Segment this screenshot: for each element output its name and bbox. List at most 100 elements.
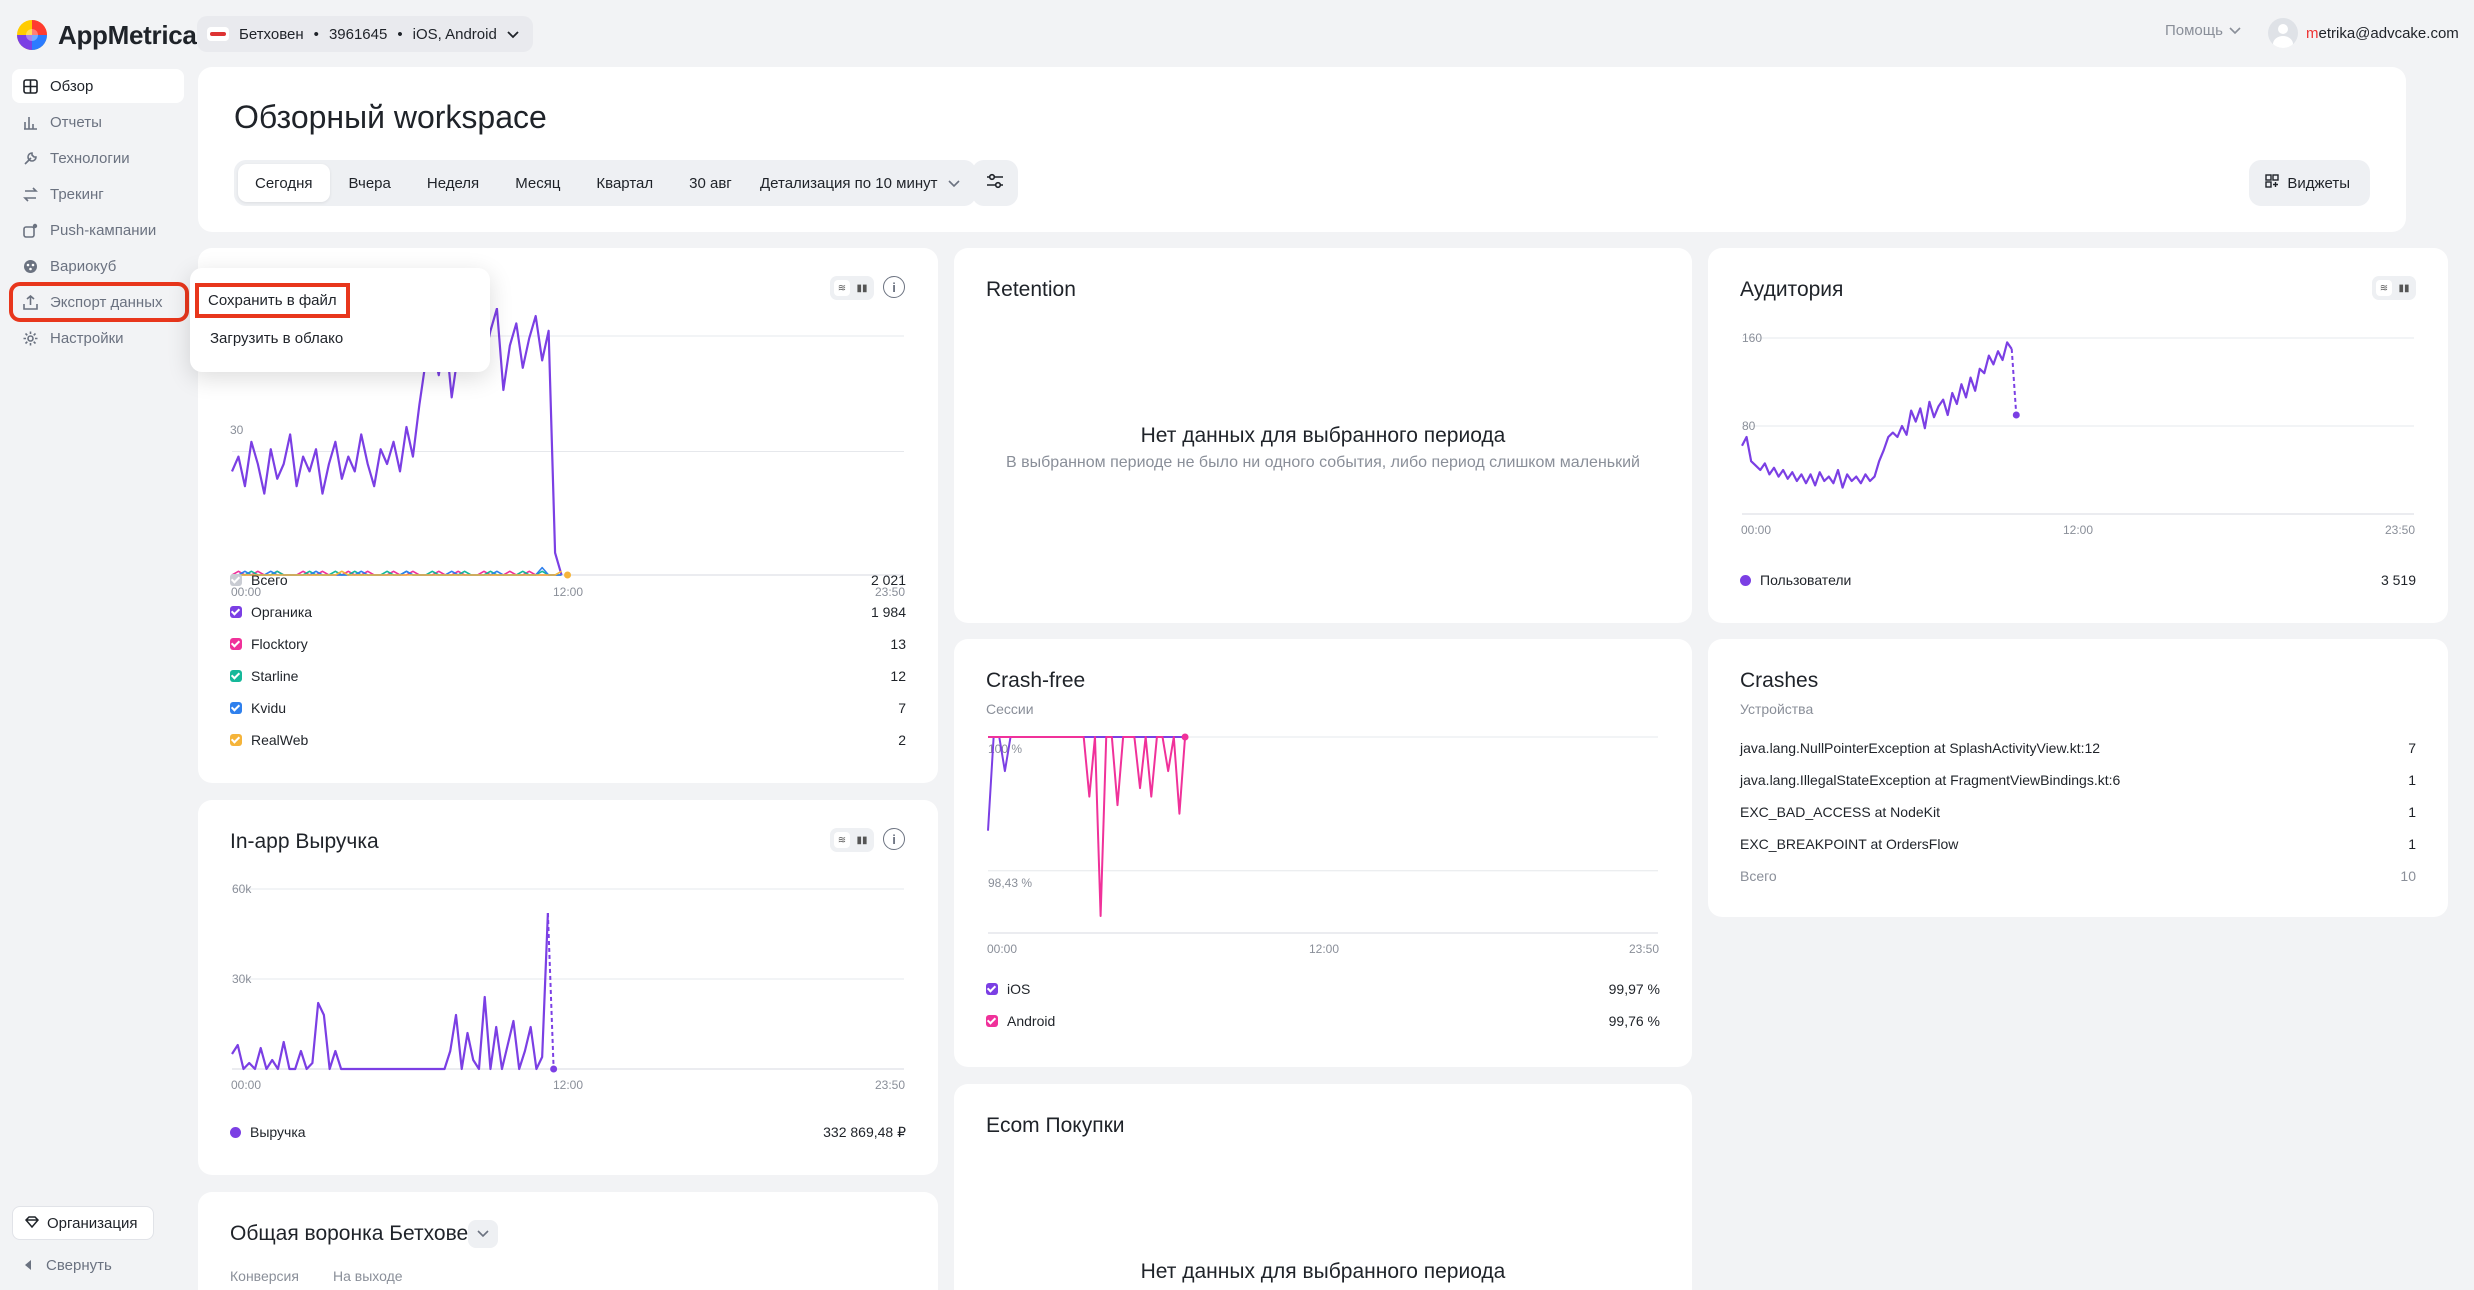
crash-total-row: Всего 10 (1740, 868, 2416, 884)
crash-row[interactable]: java.lang.NullPointerException at Splash… (1740, 740, 2416, 756)
x-tick-label: 12:00 (553, 1078, 583, 1092)
period-month[interactable]: Месяц (515, 174, 561, 192)
crash-label: EXC_BREAKPOINT at OrdersFlow (1740, 836, 1959, 852)
legend-item[interactable]: Органика 1 984 (230, 602, 906, 622)
legend-item[interactable]: RealWeb 2 (230, 730, 906, 750)
upload-to-cloud-item[interactable]: Загрузить в облако (210, 330, 344, 347)
bar-chart-icon[interactable]: ▮▮ (856, 282, 868, 294)
x-tick-label: 00:00 (231, 1078, 261, 1092)
sidebar-item-variocube[interactable]: Вариокуб (12, 249, 184, 283)
appmetrica-logo-icon (16, 19, 48, 51)
line-chart-icon[interactable]: ≋ (2376, 280, 2392, 296)
sidebar-item-export[interactable]: Экспорт данных (9, 282, 189, 322)
crash-row[interactable]: java.lang.IllegalStateException at Fragm… (1740, 772, 2416, 788)
bar-chart-icon[interactable]: ▮▮ (856, 834, 868, 846)
x-tick-label: 12:00 (2063, 523, 2093, 537)
legend-checkbox[interactable] (230, 606, 242, 618)
line-chart-icon[interactable]: ≋ (834, 832, 850, 848)
legend-label: RealWeb (251, 732, 309, 748)
chevron-down-icon (947, 175, 960, 192)
help-menu[interactable]: Помощь (2165, 22, 2241, 39)
header-panel: Обзорный workspace Сегодня Вчера Неделя … (198, 67, 2406, 232)
card-subtitle: Сессии (986, 701, 1034, 717)
chart-type-toggle[interactable]: ≋ ▮▮ (830, 828, 874, 852)
legend-checkbox[interactable] (986, 983, 998, 995)
android-end-point (1181, 733, 1189, 741)
funnel-dropdown-button[interactable] (468, 1220, 498, 1248)
legend-checkbox[interactable] (986, 1015, 998, 1027)
sidebar-item-label: Технологии (50, 149, 130, 167)
y-tick-label: 80 (1742, 419, 1756, 433)
crashes-card: Crashes Устройства java.lang.NullPointer… (1708, 639, 2448, 917)
line-chart-icon[interactable]: ≋ (834, 280, 850, 296)
user-menu[interactable]: metrika@advcake.com (2268, 18, 2459, 48)
crash-label: java.lang.NullPointerException at Splash… (1740, 740, 2101, 756)
revenue-end-point (550, 1065, 558, 1073)
period-week[interactable]: Неделя (426, 174, 480, 192)
sidebar-item-overview[interactable]: Обзор (12, 69, 184, 103)
revenue-chart: 60k 30k 00:00 12:00 23:50 (231, 882, 905, 1092)
logo-text: AppMetrica (58, 19, 197, 50)
period-quarter[interactable]: Квартал (596, 174, 654, 192)
export-menu: Сохранить в файл Загрузить в облако (190, 268, 490, 372)
legend-item[interactable]: Android 99,76 % (986, 1011, 1660, 1031)
y-tick-label: 30 (230, 423, 244, 437)
legend-checkbox[interactable] (230, 702, 242, 714)
bar-chart-icon[interactable]: ▮▮ (2398, 282, 2410, 294)
legend-item[interactable]: Starline 12 (230, 666, 906, 686)
collapse-sidebar-button[interactable]: Свернуть (24, 1257, 112, 1274)
crashfree-card: Crash-free Сессии 100 % 98,43 % 00:00 12:00… (954, 639, 1692, 1067)
sidebar-item-tracking[interactable]: Трекинг (12, 177, 184, 211)
legend-item[interactable]: iOS 99,97 % (986, 979, 1660, 999)
info-icon[interactable]: i (883, 276, 905, 298)
appmetrica-logo[interactable]: AppMetrica (16, 18, 197, 52)
legend-label: Пользователи (1760, 572, 1852, 588)
legend-item[interactable]: Kvidu 7 (230, 698, 906, 718)
info-icon[interactable]: i (883, 828, 905, 850)
crash-label: EXC_BAD_ACCESS at NodeKit (1740, 804, 1940, 820)
app-selector[interactable]: Бетховен • 3961645 • iOS, Android (197, 16, 533, 52)
y-tick-label: 30k (232, 972, 252, 986)
legend-item[interactable]: Flocktory 13 (230, 634, 906, 654)
legend-checkbox[interactable] (230, 734, 242, 746)
installs-chart: 30 00:00 12:00 23:50 (230, 308, 905, 598)
legend-value: 2 021 (870, 572, 906, 588)
period-yesterday[interactable]: Вчера (348, 174, 391, 192)
legend-item[interactable]: Всего 2 021 (230, 570, 906, 590)
app-platforms: iOS, Android (412, 25, 497, 43)
crash-row[interactable]: EXC_BREAKPOINT at OrdersFlow 1 (1740, 836, 2416, 852)
funnel-card: Общая воронка Бетховен Конверсия На выхо… (198, 1192, 938, 1290)
chart-type-toggle[interactable]: ≋ ▮▮ (830, 276, 874, 300)
legend-value: 2 (898, 732, 906, 748)
sidebar-item-settings[interactable]: Настройки (12, 321, 184, 355)
crash-row[interactable]: EXC_BAD_ACCESS at NodeKit 1 (1740, 804, 2416, 820)
organization-button[interactable]: Организация (12, 1206, 155, 1240)
sidebar-item-push[interactable]: Push-кампании (12, 213, 184, 247)
separator-dot: • (397, 25, 403, 43)
save-to-file-item[interactable]: Сохранить в файл (195, 283, 350, 318)
detail-select[interactable]: Детализация по 10 минут (740, 160, 976, 206)
ecom-card: Ecom Покупки Нет данных для выбранного п… (954, 1084, 1692, 1290)
widgets-button[interactable]: Виджеты (2249, 160, 2370, 206)
revenue-line (231, 912, 549, 1071)
period-today[interactable]: Сегодня (238, 164, 330, 202)
realweb-end-point (564, 571, 572, 579)
app-icon (207, 27, 229, 41)
no-data-subtitle: В выбранном периоде не было ни одного со… (1006, 454, 1640, 471)
crash-count: 7 (2408, 740, 2416, 756)
legend-checkbox[interactable] (230, 638, 242, 650)
sidebar-item-reports[interactable]: Отчеты (12, 105, 184, 139)
filter-button[interactable] (972, 160, 1018, 206)
sidebar-item-label: Вариокуб (50, 257, 117, 275)
gear-icon (22, 330, 38, 346)
revenue-partial-segment (546, 912, 555, 1070)
app-name: Бетховен (239, 25, 304, 43)
legend-checkbox[interactable] (230, 670, 242, 682)
x-tick-label: 23:50 (2385, 523, 2415, 537)
legend-value: 99,76 % (1608, 1013, 1660, 1029)
legend-checkbox[interactable] (230, 574, 242, 586)
separator-dot: • (313, 25, 319, 43)
sidebar-item-label: Настройки (50, 329, 124, 347)
sidebar-item-technologies[interactable]: Технологии (12, 141, 184, 175)
chart-type-toggle[interactable]: ≋ ▮▮ (2372, 276, 2416, 300)
